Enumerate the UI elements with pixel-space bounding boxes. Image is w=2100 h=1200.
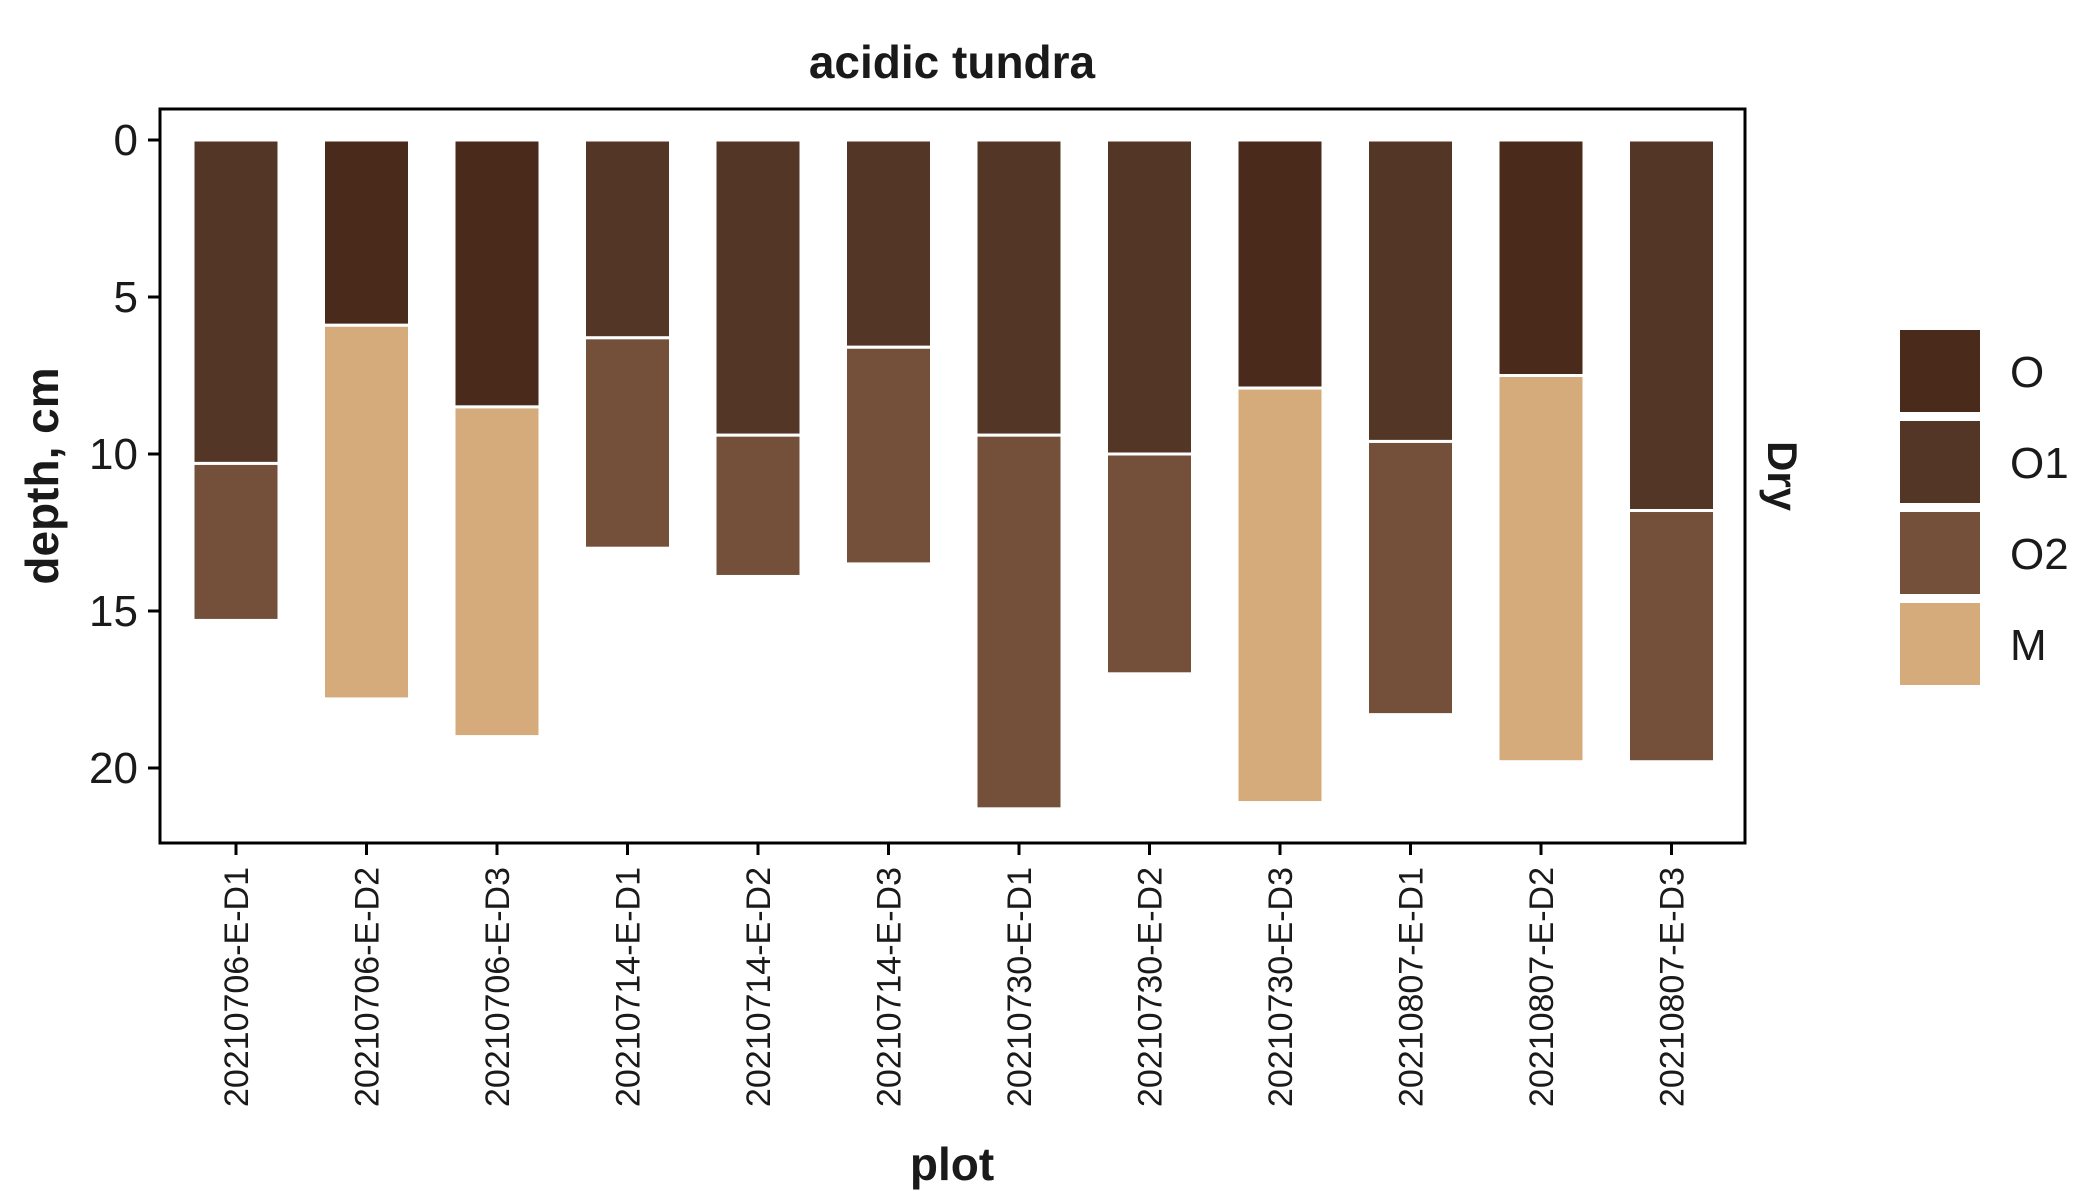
y-axis: 0 5 10 15 20: [89, 116, 160, 793]
bar-m-20210730-E-D3: [1235, 386, 1325, 805]
legend-label-m: M: [2010, 621, 2047, 670]
x-tick-label: 20210807-E-D3: [1654, 867, 1692, 1107]
legend-key-o1: [1900, 421, 1980, 503]
legend-key-m: [1900, 603, 1980, 685]
y-tick-label: 10: [89, 430, 138, 479]
bar-o2-20210714-E-D3: [844, 345, 933, 566]
x-axis: 20210706-E-D1 20210706-E-D2 20210706-E-D3 2…: [218, 843, 1692, 1107]
legend: O O1 O2 M: [1900, 330, 2069, 685]
facet-strip-label: Dry: [1759, 441, 1806, 512]
x-tick-label: 20210706-E-D3: [479, 867, 517, 1107]
y-tick-label: 0: [114, 116, 138, 165]
bar-o-20210706-E-D3: [452, 138, 542, 409]
legend-label-o1: O1: [2010, 439, 2069, 488]
bar-o1-20210714-E-D3: [844, 138, 933, 349]
x-tick-label: 20210714-E-D1: [610, 867, 648, 1107]
bar-o-20210807-E-D2: [1496, 138, 1586, 377]
legend-key-o: [1900, 330, 1980, 412]
legend-key-o2: [1900, 512, 1980, 594]
bar-o2-20210730-E-D1: [974, 433, 1064, 811]
y-tick-label: 20: [89, 744, 138, 793]
y-axis-title: depth, cm: [16, 367, 68, 584]
bar-o1-20210714-E-D1: [583, 138, 672, 340]
x-axis-title: plot: [910, 1138, 994, 1190]
bar-o-20210706-E-D2: [322, 138, 411, 327]
bar-o1-20210730-E-D2: [1105, 138, 1194, 456]
bar-m-20210706-E-D2: [322, 323, 411, 701]
legend-label-o: O: [2010, 348, 2044, 397]
y-tick-label: 15: [89, 587, 138, 636]
x-tick-label: 20210807-E-D1: [1393, 867, 1431, 1107]
bar-m-20210807-E-D2: [1496, 374, 1586, 764]
bar-o2-20210807-E-D3: [1627, 509, 1716, 764]
bar-m-20210706-E-D3: [452, 405, 542, 739]
x-tick-label: 20210706-E-D2: [349, 867, 387, 1107]
bar-o1-20210807-E-D3: [1627, 138, 1716, 513]
bar-o2-20210714-E-D1: [583, 336, 672, 550]
bar-o1-20210706-E-D1: [191, 138, 281, 465]
x-tick-label: 20210730-E-D1: [1001, 867, 1039, 1107]
bar-o1-20210807-E-D1: [1366, 138, 1455, 443]
bar-o1-20210730-E-D1: [974, 138, 1064, 437]
bar-o2-20210807-E-D1: [1366, 439, 1455, 717]
chart-title: acidic tundra: [809, 36, 1096, 88]
bar-o-20210730-E-D3: [1235, 138, 1325, 390]
plot-panel-border: [158, 107, 1747, 845]
x-tick-label: 20210706-E-D1: [218, 867, 256, 1107]
bar-o2-20210714-E-D2: [713, 433, 803, 578]
x-tick-label: 20210730-E-D2: [1132, 867, 1170, 1107]
y-tick-label: 5: [114, 273, 138, 322]
bars-layer: [191, 138, 1716, 811]
bar-o2-20210706-E-D1: [191, 461, 281, 622]
x-tick-label: 20210714-E-D2: [740, 867, 778, 1107]
legend-label-o2: O2: [2010, 530, 2069, 579]
x-tick-label: 20210714-E-D3: [871, 867, 909, 1107]
bar-o1-20210714-E-D2: [713, 138, 803, 437]
bar-o2-20210730-E-D2: [1105, 452, 1194, 676]
x-tick-label: 20210730-E-D3: [1262, 867, 1300, 1107]
x-tick-label: 20210807-E-D2: [1523, 867, 1561, 1107]
